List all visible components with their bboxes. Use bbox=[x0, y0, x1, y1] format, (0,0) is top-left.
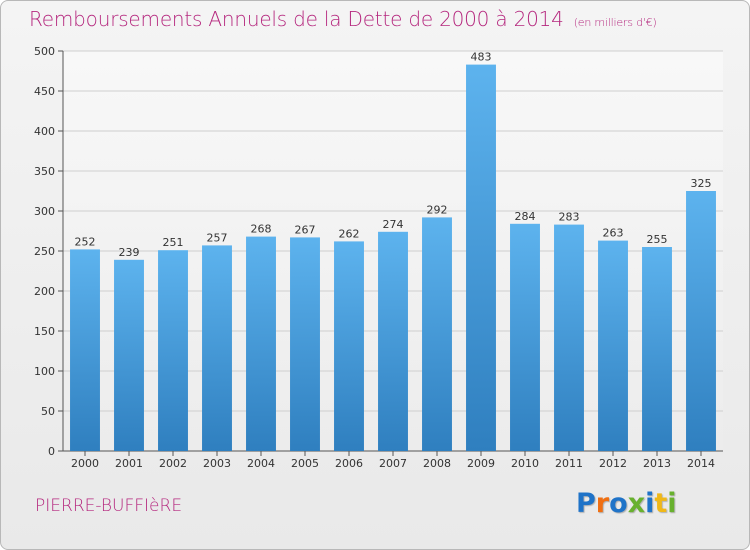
y-tick-label: 0 bbox=[48, 445, 55, 458]
data-label-2013: 255 bbox=[647, 233, 668, 246]
data-label-2003: 257 bbox=[207, 231, 228, 244]
y-tick-label: 50 bbox=[41, 405, 55, 418]
data-label-2006: 262 bbox=[339, 227, 360, 240]
chart-title-text: Remboursements Annuels de la Dette de 20… bbox=[29, 7, 564, 31]
y-tick-label: 100 bbox=[34, 365, 55, 378]
bar-2009 bbox=[466, 64, 496, 451]
y-tick-label: 200 bbox=[34, 285, 55, 298]
y-tick-label: 450 bbox=[34, 85, 55, 98]
bar-2007 bbox=[378, 231, 408, 451]
chart-title: Remboursements Annuels de la Dette de 20… bbox=[29, 7, 657, 31]
y-tick-label: 500 bbox=[34, 45, 55, 58]
data-label-2012: 263 bbox=[603, 227, 624, 240]
bar-2005 bbox=[290, 237, 320, 451]
bar-2003 bbox=[202, 245, 232, 451]
data-label-2007: 274 bbox=[383, 218, 404, 231]
x-tick-label-2011: 2011 bbox=[555, 457, 583, 470]
x-tick-label-2003: 2003 bbox=[203, 457, 231, 470]
y-tick-label: 250 bbox=[34, 245, 55, 258]
data-label-2011: 283 bbox=[559, 211, 580, 224]
x-tick-label-2001: 2001 bbox=[115, 457, 143, 470]
bar-2000 bbox=[70, 249, 100, 451]
x-tick-label-2013: 2013 bbox=[643, 457, 671, 470]
bar-2010 bbox=[510, 223, 540, 451]
bar-2011 bbox=[554, 224, 584, 451]
bar-2012 bbox=[598, 240, 628, 451]
bar-2008 bbox=[422, 217, 452, 451]
bar-2001 bbox=[114, 259, 144, 451]
data-label-2002: 251 bbox=[163, 236, 184, 249]
y-tick-label: 350 bbox=[34, 165, 55, 178]
data-label-2000: 252 bbox=[75, 235, 96, 248]
data-label-2010: 284 bbox=[515, 210, 536, 223]
x-tick-label-2004: 2004 bbox=[247, 457, 275, 470]
commune-name: PIERRE-BUFFIèRE bbox=[35, 496, 183, 516]
proxiti-logo: Proxiti bbox=[576, 488, 677, 519]
x-tick-label-2002: 2002 bbox=[159, 457, 187, 470]
bar-2002 bbox=[158, 250, 188, 451]
x-tick-label-2014: 2014 bbox=[687, 457, 715, 470]
x-tick-label-2000: 2000 bbox=[71, 457, 99, 470]
data-label-2001: 239 bbox=[119, 246, 140, 259]
x-tick-label-2012: 2012 bbox=[599, 457, 627, 470]
x-tick-label-2006: 2006 bbox=[335, 457, 363, 470]
y-tick-label: 150 bbox=[34, 325, 55, 338]
y-tick-label: 300 bbox=[34, 205, 55, 218]
y-tick-label: 400 bbox=[34, 125, 55, 138]
data-label-2004: 268 bbox=[251, 223, 272, 236]
x-tick-label-2009: 2009 bbox=[467, 457, 495, 470]
data-label-2009: 483 bbox=[471, 51, 492, 64]
chart-subtitle: (en milliers d'€) bbox=[573, 16, 657, 29]
x-tick-label-2008: 2008 bbox=[423, 457, 451, 470]
bar-2004 bbox=[246, 236, 276, 451]
x-tick-label-2007: 2007 bbox=[379, 457, 407, 470]
x-tick-label-2010: 2010 bbox=[511, 457, 539, 470]
x-tick-label-2005: 2005 bbox=[291, 457, 319, 470]
bar-2014 bbox=[686, 191, 716, 451]
data-label-2005: 267 bbox=[295, 223, 316, 236]
bar-2006 bbox=[334, 241, 364, 451]
data-label-2014: 325 bbox=[691, 177, 712, 190]
bar-2013 bbox=[642, 247, 672, 451]
data-label-2008: 292 bbox=[427, 203, 448, 216]
